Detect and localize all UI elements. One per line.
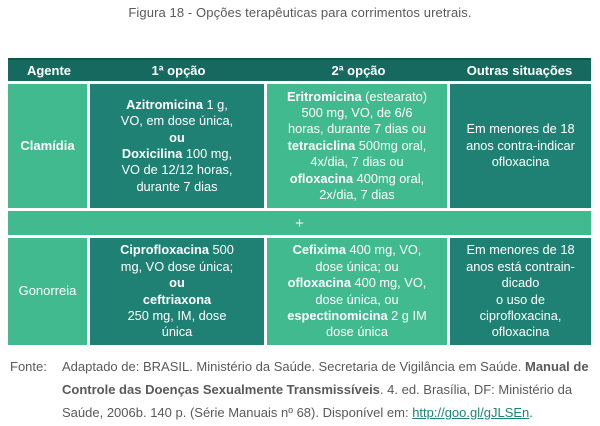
text-segment: 400mg oral, bbox=[353, 170, 425, 186]
cell-clamidia-outras: Em menores de 18 anos contra-indicar oflox… bbox=[450, 84, 591, 208]
text-segment: VO, em dose única, bbox=[120, 113, 234, 129]
text-segment: 1 g, bbox=[202, 96, 228, 112]
text-segment: dose única bbox=[326, 324, 388, 340]
text-segment: Azitromicina bbox=[126, 96, 203, 112]
header-cell-outras-situacoes: Outras situações bbox=[466, 63, 573, 78]
text-segment: Doxicilina bbox=[121, 146, 183, 161]
cell-gonorreia-outras: Em menores de 18 anos está contrain-dicad… bbox=[450, 238, 591, 345]
agent-cell-clamidia: Clamídia bbox=[8, 84, 87, 208]
text-segment: horas, durante 7 dias ou bbox=[287, 121, 426, 137]
text-segment: Em menores de 18 bbox=[466, 242, 575, 258]
text-segment: 500 bbox=[208, 242, 234, 258]
text-segment: 250 mg, IM, dose bbox=[127, 307, 227, 323]
text-segment: . 4. ed. Brasília, DF: Ministério da Saú… bbox=[62, 382, 573, 420]
text-segment: única bbox=[161, 324, 193, 340]
text-segment: (estearato) bbox=[361, 88, 428, 104]
text-segment: mg, VO dose única; bbox=[120, 258, 234, 274]
text-segment: ceftriaxona bbox=[142, 291, 212, 307]
text-segment: anos está contrain- bbox=[466, 258, 575, 274]
source-text: Adaptado de: BRASIL. Ministério da Saúde… bbox=[62, 355, 592, 424]
cell-gonorreia-opcao-1: Ciprofloxacina 500 mg, VO dose única; ou ce… bbox=[90, 238, 264, 345]
text-segment: ofloxacina bbox=[287, 275, 351, 291]
source-label: Fonte: bbox=[10, 359, 47, 374]
text-segment: 2 g IM bbox=[387, 307, 427, 323]
text-segment: 2x/dia, 7 dias bbox=[319, 187, 395, 203]
text-segment: 4x/dia, 7 dias ou bbox=[310, 154, 404, 170]
text-segment: VO de 12/12 horas, bbox=[121, 162, 233, 178]
text-segment: 400 mg, VO, bbox=[350, 275, 427, 291]
text-segment: tetraciclina bbox=[287, 137, 356, 153]
header-cell-opcao-2: 2ª opção bbox=[331, 63, 386, 78]
source-note: Fonte: Adaptado de: BRASIL. Ministério d… bbox=[10, 355, 592, 424]
text-segment: 500 mg, VO, de 6/6 bbox=[301, 104, 413, 120]
text-segment: Em menores de 18 bbox=[466, 121, 575, 137]
table-header-row: Agente 1ª opção 2ª opção Outras situaçõe… bbox=[8, 58, 591, 81]
plus-separator-row: + bbox=[8, 211, 591, 235]
header-cell-agente: Agente bbox=[26, 63, 72, 78]
agent-cell-gonorreia: Gonorreia bbox=[8, 238, 87, 345]
text-segment: dose única, ou bbox=[315, 291, 399, 307]
text-segment: ou bbox=[169, 129, 185, 145]
text-segment: . bbox=[529, 405, 533, 420]
therapy-table: Agente 1ª opção 2ª opção Outras situaçõe… bbox=[8, 58, 592, 345]
text-segment: ofloxacina bbox=[491, 324, 550, 340]
text-segment: 100 mg, bbox=[182, 146, 233, 161]
text-segment: Eritromicina bbox=[286, 88, 362, 104]
text-segment: ciprofloxacina, bbox=[479, 307, 562, 323]
text-segment: durante 7 dias bbox=[136, 178, 218, 194]
figure-title: Figura 18 - Opções terapêuticas para cor… bbox=[128, 5, 472, 20]
text-segment: Manual de Controle das Doenças Sexualmen… bbox=[62, 359, 589, 397]
text-segment: Adaptado de: BRASIL. Ministério da Saúde… bbox=[62, 359, 525, 374]
text-segment: o uso de bbox=[495, 291, 546, 307]
header-cell-opcao-1: 1ª opção bbox=[151, 63, 206, 78]
cell-clamidia-opcao-2: Eritromicina (estearato) 500 mg, VO, de 6… bbox=[267, 84, 447, 208]
cell-clamidia-opcao-1: Azitromicina 1 g, VO, em dose única, ou Dox… bbox=[90, 84, 264, 208]
text-segment: 400 mg, VO, bbox=[345, 242, 422, 258]
text-segment: dose única; ou bbox=[315, 258, 399, 274]
text-segment: ofloxacina bbox=[491, 154, 550, 170]
text-segment: ofloxacina bbox=[289, 170, 354, 186]
text-segment: anos contra-indicar bbox=[466, 137, 575, 153]
cell-gonorreia-opcao-2: Cefixima 400 mg, VO, dose única; ou ofloxa… bbox=[267, 238, 447, 345]
source-link[interactable]: http://goo.gl/gJLSEn bbox=[412, 405, 530, 420]
text-segment: ou bbox=[169, 275, 185, 291]
text-segment: Ciprofloxacina bbox=[120, 242, 209, 258]
text-segment: Cefixima bbox=[292, 242, 346, 258]
text-segment: dicado bbox=[501, 275, 540, 291]
text-segment: 500mg oral, bbox=[355, 137, 427, 153]
text-segment: espectinomicina bbox=[287, 307, 388, 323]
